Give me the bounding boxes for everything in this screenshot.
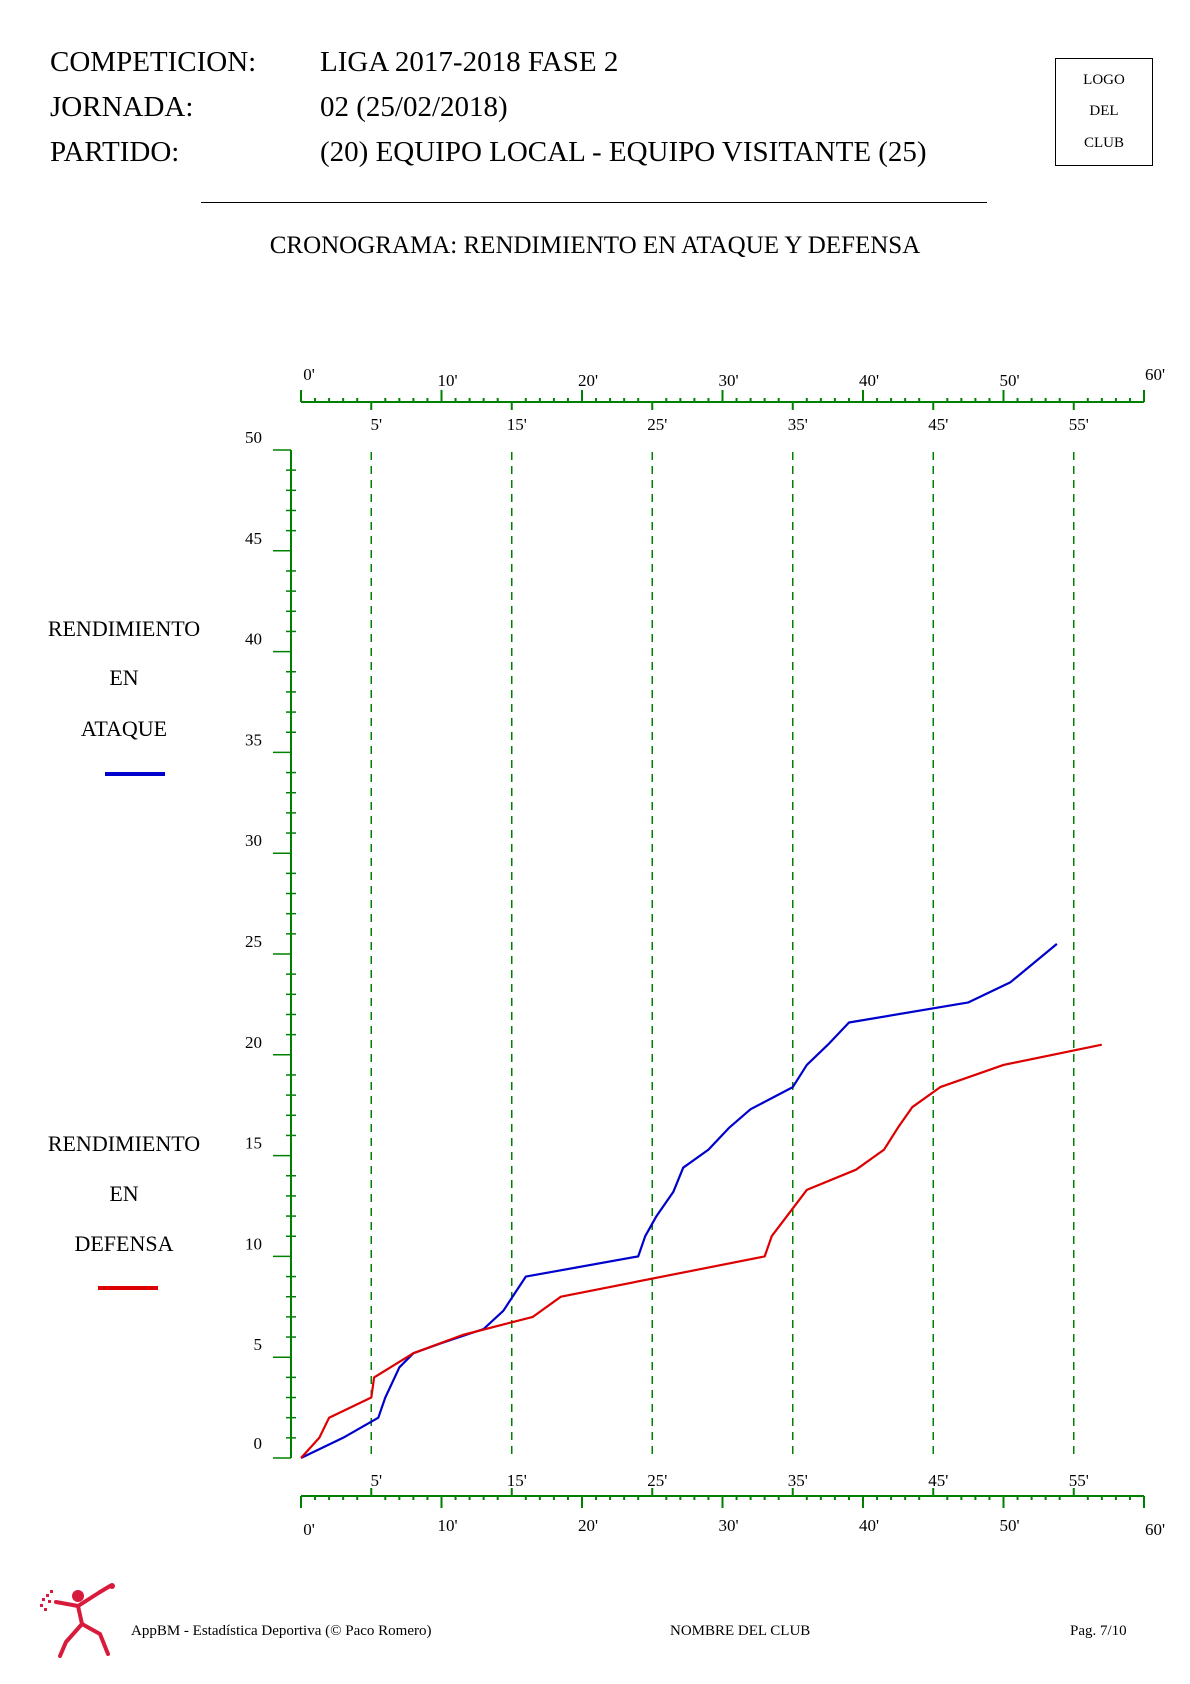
club-logo-placeholder: LOGO DEL CLUB: [1055, 58, 1153, 166]
footer-club-name: NOMBRE DEL CLUB: [670, 1623, 811, 1639]
y-label-25: 25: [245, 932, 262, 951]
bottom-x-label-30: 30': [718, 1516, 738, 1535]
y-label-35: 35: [245, 730, 262, 749]
match-label: PARTIDO:: [50, 136, 180, 168]
top-x-label-40: 40': [859, 371, 879, 390]
title-divider: [201, 202, 987, 203]
bottom-x-label-50: 50': [999, 1516, 1019, 1535]
y-label-15: 15: [245, 1134, 262, 1153]
bottom-x-label-5: 5': [370, 1471, 382, 1490]
bottom-x-label-10: 10': [437, 1516, 457, 1535]
competition-value: LIGA 2017-2018 FASE 2: [320, 46, 619, 78]
y-label-20: 20: [245, 1033, 262, 1052]
top-x-label-20: 20': [578, 371, 598, 390]
top-x-label-60: 60': [1145, 365, 1165, 384]
bottom-x-label-45: 45': [928, 1471, 948, 1490]
legend-defense-line-3: DEFENSA: [74, 1231, 174, 1256]
logo-line-3: CLUB: [1083, 134, 1124, 151]
chart-title: CRONOGRAMA: RENDIMIENTO EN ATAQUE Y DEFE…: [269, 232, 921, 259]
y-label-40: 40: [245, 630, 262, 649]
defense-series-line: [300, 1043, 1103, 1459]
competition-label: COMPETICION:: [50, 46, 257, 78]
top-x-label-35: 35': [788, 415, 808, 434]
top-x-label-30: 30': [718, 371, 738, 390]
top-x-label-10: 10': [437, 371, 457, 390]
legend-attack-swatch: [105, 772, 165, 776]
matchday-value: 02 (25/02/2018): [320, 91, 508, 123]
legend-attack-line-2: EN: [109, 665, 139, 690]
y-label-50: 50: [245, 428, 262, 447]
logo-line-2: DEL: [1089, 103, 1119, 120]
legend-defense-line-2: EN: [109, 1181, 139, 1206]
top-x-label-0: 0': [303, 365, 315, 384]
legend-attack: RENDIMIENTO EN ATAQUE: [14, 618, 234, 740]
top-x-label-55: 55': [1069, 415, 1089, 434]
y-label-45: 45: [245, 529, 262, 548]
y-label-10: 10: [245, 1234, 262, 1253]
bottom-x-label-15: 15': [507, 1471, 527, 1490]
y-label-30: 30: [245, 831, 262, 850]
y-label-5: 5: [254, 1335, 263, 1354]
footer-page-number: Pag. 7/10: [1070, 1623, 1127, 1639]
top-x-label-50: 50': [999, 371, 1019, 390]
legend-defense: RENDIMIENTO EN DEFENSA: [14, 1133, 234, 1255]
legend-defense-line-1: RENDIMIENTO: [47, 1131, 201, 1156]
bottom-x-label-20: 20': [578, 1516, 598, 1535]
top-x-label-25: 25': [647, 415, 667, 434]
y-label-0: 0: [254, 1434, 263, 1453]
legend-attack-line-1: RENDIMIENTO: [47, 616, 201, 641]
logo-line-1: LOGO: [1083, 72, 1125, 89]
bottom-x-label-60: 60': [1145, 1520, 1165, 1539]
bottom-x-label-55: 55': [1069, 1471, 1089, 1490]
footer-app-credit: AppBM - Estadística Deportiva (© Paco Ro…: [131, 1623, 432, 1639]
handball-player-icon: [40, 1583, 115, 1658]
attack-series-line: [300, 943, 1058, 1459]
bottom-x-label-25: 25': [647, 1471, 667, 1490]
matchday-label: JORNADA:: [50, 91, 194, 123]
bottom-x-label-35: 35': [788, 1471, 808, 1490]
match-value: (20) EQUIPO LOCAL - EQUIPO VISITANTE (25…: [320, 136, 927, 168]
bottom-x-label-0: 0': [303, 1520, 315, 1539]
legend-defense-swatch: [98, 1286, 158, 1290]
bottom-x-label-40: 40': [859, 1516, 879, 1535]
legend-attack-line-3: ATAQUE: [80, 716, 168, 741]
top-x-label-15: 15': [507, 415, 527, 434]
top-x-label-45: 45': [928, 415, 948, 434]
top-x-label-5: 5': [370, 415, 382, 434]
